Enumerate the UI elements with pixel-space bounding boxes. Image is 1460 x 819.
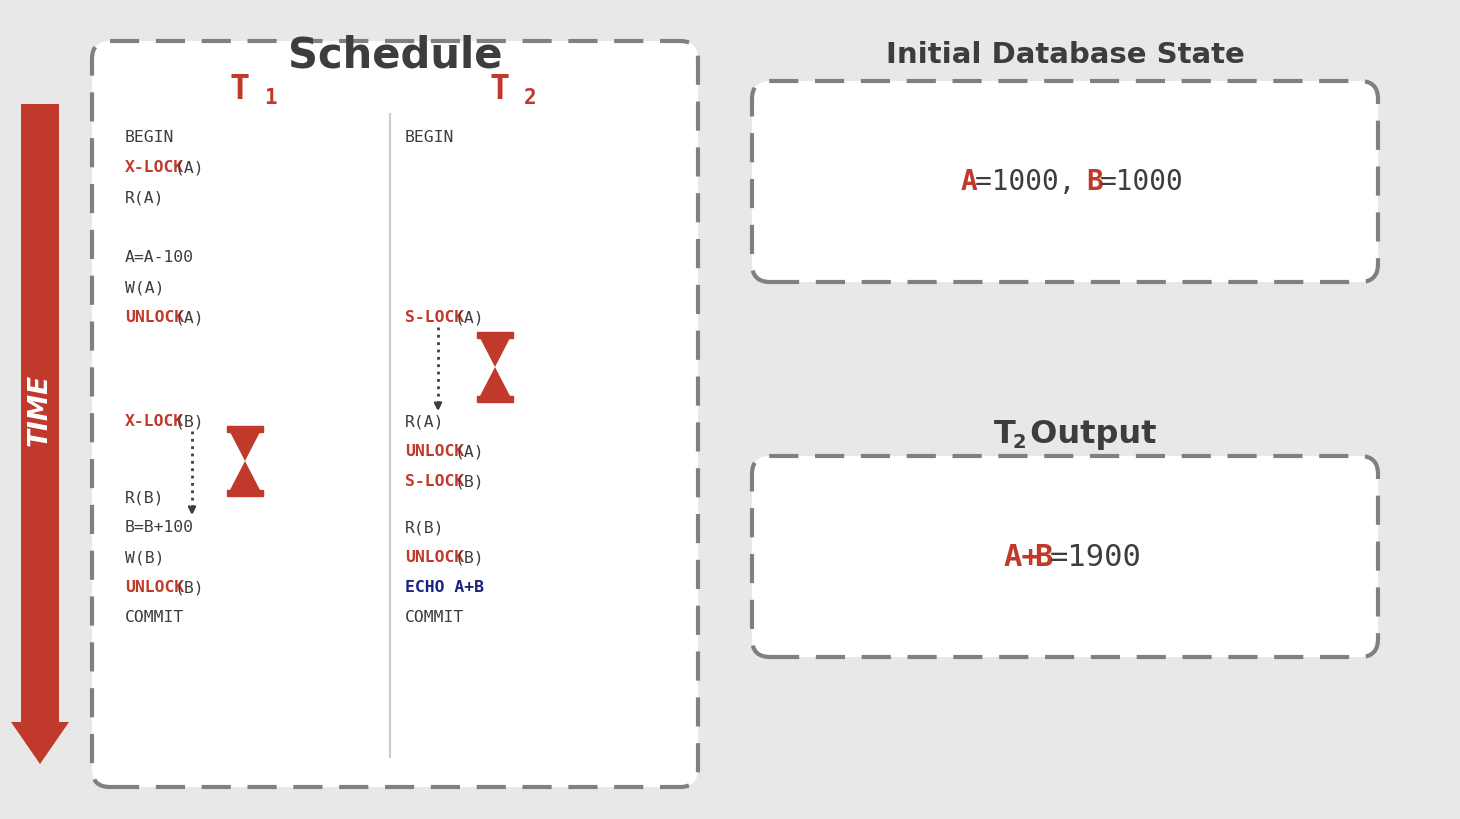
Text: UNLOCK: UNLOCK bbox=[404, 550, 464, 565]
Text: UNLOCK: UNLOCK bbox=[126, 310, 184, 325]
Text: 2: 2 bbox=[1012, 433, 1025, 452]
Text: =1000: =1000 bbox=[1099, 168, 1184, 197]
Text: =1000,: =1000, bbox=[975, 168, 1108, 197]
Text: B: B bbox=[1035, 542, 1053, 572]
Text: (B): (B) bbox=[174, 414, 204, 429]
Text: COMMIT: COMMIT bbox=[126, 610, 184, 625]
Text: TIME: TIME bbox=[26, 373, 53, 446]
Text: X-LOCK: X-LOCK bbox=[126, 161, 184, 175]
Text: BEGIN: BEGIN bbox=[126, 130, 174, 145]
Text: 1: 1 bbox=[264, 88, 276, 108]
Text: BEGIN: BEGIN bbox=[404, 130, 454, 145]
Text: W(A): W(A) bbox=[126, 280, 165, 295]
Text: T: T bbox=[994, 419, 1015, 450]
Text: (B): (B) bbox=[454, 550, 483, 565]
Text: (A): (A) bbox=[454, 310, 483, 325]
Text: B=B+100: B=B+100 bbox=[126, 520, 194, 535]
Text: R(A): R(A) bbox=[126, 190, 165, 206]
Text: W(B): W(B) bbox=[126, 550, 165, 565]
FancyBboxPatch shape bbox=[752, 82, 1378, 283]
Polygon shape bbox=[12, 722, 69, 764]
Text: A=A-100: A=A-100 bbox=[126, 250, 194, 265]
FancyBboxPatch shape bbox=[752, 456, 1378, 657]
Text: ECHO A+B: ECHO A+B bbox=[404, 580, 485, 595]
Text: 2: 2 bbox=[524, 88, 536, 108]
Text: (B): (B) bbox=[454, 474, 483, 489]
Text: B: B bbox=[1086, 168, 1102, 197]
Polygon shape bbox=[226, 427, 263, 432]
Text: S-LOCK: S-LOCK bbox=[404, 310, 464, 325]
Text: (A): (A) bbox=[454, 444, 483, 459]
Text: COMMIT: COMMIT bbox=[404, 610, 464, 625]
Polygon shape bbox=[477, 396, 512, 402]
Polygon shape bbox=[477, 333, 512, 338]
Text: X-LOCK: X-LOCK bbox=[126, 414, 184, 429]
Text: Output: Output bbox=[1019, 419, 1156, 450]
Polygon shape bbox=[488, 373, 502, 392]
Polygon shape bbox=[226, 491, 263, 496]
Text: T: T bbox=[229, 74, 250, 106]
FancyBboxPatch shape bbox=[92, 42, 698, 787]
Text: Initial Database State: Initial Database State bbox=[886, 41, 1244, 69]
Text: (A): (A) bbox=[174, 310, 204, 325]
Polygon shape bbox=[231, 461, 260, 491]
Text: =1900: =1900 bbox=[1050, 542, 1142, 572]
Polygon shape bbox=[238, 467, 253, 486]
Text: A+: A+ bbox=[1004, 542, 1041, 572]
Text: R(A): R(A) bbox=[404, 414, 444, 429]
Text: (A): (A) bbox=[174, 161, 204, 175]
Text: (B): (B) bbox=[174, 580, 204, 595]
Text: UNLOCK: UNLOCK bbox=[126, 580, 184, 595]
Polygon shape bbox=[231, 432, 260, 461]
Text: R(B): R(B) bbox=[126, 490, 165, 505]
Polygon shape bbox=[480, 368, 510, 396]
Text: S-LOCK: S-LOCK bbox=[404, 474, 464, 489]
Text: UNLOCK: UNLOCK bbox=[404, 444, 464, 459]
Text: A: A bbox=[961, 168, 978, 197]
FancyBboxPatch shape bbox=[20, 105, 58, 726]
Text: R(B): R(B) bbox=[404, 520, 444, 535]
Text: Schedule: Schedule bbox=[288, 35, 502, 77]
Polygon shape bbox=[480, 338, 510, 368]
Text: T: T bbox=[491, 74, 510, 106]
